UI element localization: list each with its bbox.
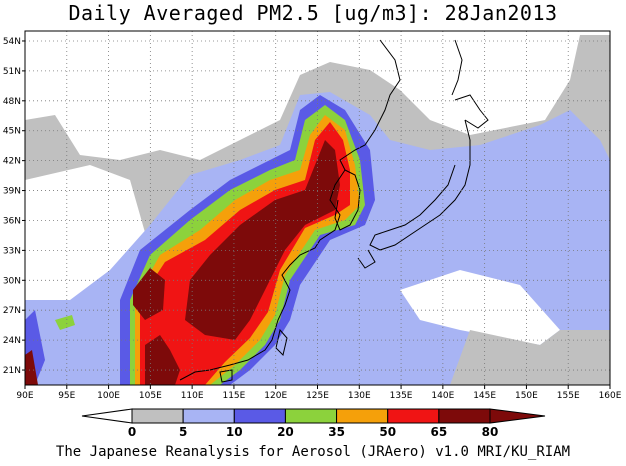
- colorbar-segment: [233, 408, 286, 424]
- lon-tick-label: 105E: [139, 391, 162, 401]
- field-white-south: [400, 270, 560, 345]
- colorbar-level-label: 5: [179, 425, 187, 439]
- lat-tick-label: 36N: [3, 216, 21, 226]
- lon-tick-label: 130E: [348, 391, 371, 401]
- field-darkred-sichuan: [133, 268, 165, 320]
- lat-tick-label: 42N: [3, 157, 21, 167]
- field-darkred-west: [25, 350, 38, 385]
- map-grid: [25, 31, 610, 385]
- colorbar-segment: [438, 408, 491, 424]
- colorbar-level-label: 65: [431, 425, 448, 439]
- lat-tick-label: 51N: [3, 67, 21, 77]
- credit-line: The Japanese Reanalysis for Aerosol (JRA…: [55, 444, 571, 460]
- field-grey-south: [450, 330, 610, 385]
- coastline-korea-peninsula: [334, 169, 361, 231]
- lon-tick-label: 135E: [390, 391, 413, 401]
- lat-tick-label: 48N: [3, 97, 21, 107]
- lat-tick-label: 21N: [3, 366, 21, 376]
- colorbar-segment: [387, 408, 440, 424]
- lat-tick-label: 33N: [3, 246, 21, 256]
- field-level-darkred: [185, 140, 340, 340]
- lon-tick-label: 120E: [264, 391, 287, 401]
- coastlines: [179, 39, 489, 383]
- colorbar-level-label: 10: [226, 425, 243, 439]
- field-white-north: [380, 40, 560, 125]
- lat-tick-label: 27N: [3, 306, 21, 316]
- coastline-sakhalin: [451, 39, 463, 96]
- colorbar-level-label: 20: [277, 425, 294, 439]
- coastline-kyushu: [357, 249, 376, 269]
- colorbar-below-triangle: [81, 408, 133, 424]
- lon-tick-label: 150E: [515, 391, 538, 401]
- lat-tick-label: 30N: [3, 276, 21, 286]
- lat-tick-label: 39N: [3, 187, 21, 197]
- colorbar-level-label: 80: [482, 425, 499, 439]
- colorbar: 0 5 10 20 35 50 65 80: [81, 408, 546, 439]
- lon-tick-label: 90E: [16, 391, 33, 401]
- coastline-japan-honshu: [369, 119, 471, 251]
- latitude-axis: 21N 24N 27N 30N 33N 36N 39N 42N 45N 48N 51N 54N: [3, 37, 25, 376]
- lon-tick-label: 95E: [58, 391, 75, 401]
- colorbar-level-label: 35: [328, 425, 345, 439]
- colorbar-level-label: 0: [128, 425, 136, 439]
- field-darkred-south: [145, 335, 180, 385]
- colorbar-segment: [336, 408, 389, 424]
- lat-tick-label: 45N: [3, 127, 21, 137]
- coastline-taiwan: [275, 328, 288, 356]
- longitude-axis: 90E 95E 100E 105E 110E 115E 120E 125E 130E 135E 14…: [16, 385, 622, 401]
- coastline-korea-china: [179, 39, 401, 381]
- colorbar-segment: [131, 408, 184, 424]
- field-green-west: [55, 315, 75, 330]
- colorbar-segment: [284, 408, 338, 424]
- lat-tick-label: 24N: [3, 336, 21, 346]
- coastline-japan-hokkaido: [454, 94, 489, 129]
- colorbar-segment: [182, 408, 235, 424]
- lon-tick-label: 115E: [222, 391, 245, 401]
- lon-tick-label: 155E: [557, 391, 580, 401]
- colorbar-above-triangle: [489, 408, 546, 424]
- colorbar-level-label: 50: [379, 425, 396, 439]
- lat-tick-label: 54N: [3, 37, 21, 47]
- lon-tick-label: 160E: [599, 391, 622, 401]
- lon-tick-label: 110E: [181, 391, 204, 401]
- lon-tick-label: 145E: [473, 391, 496, 401]
- lon-tick-label: 140E: [431, 391, 454, 401]
- lon-tick-label: 125E: [306, 391, 329, 401]
- coastline-hainan: [219, 369, 233, 383]
- lon-tick-label: 100E: [97, 391, 120, 401]
- map-title: Daily Averaged PM2.5 [ug/m3]: 28Jan2013: [68, 1, 558, 25]
